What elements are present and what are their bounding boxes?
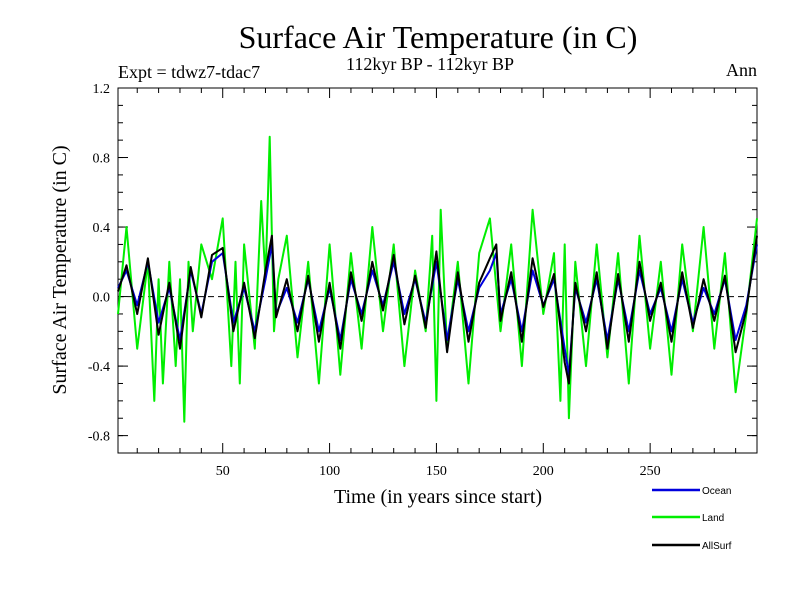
x-tick-label: 100 [319,464,340,479]
y-axis-label: Surface Air Temperature (in C) [49,145,71,394]
x-tick-label: 250 [640,464,661,479]
y-tick-label: 0.8 [93,152,111,167]
legend-land-label: Land [702,513,724,524]
y-tick-label: 0.0 [93,291,111,306]
chart-title: Surface Air Temperature (in C) [239,19,638,55]
experiment-label: Expt = tdwz7-tdac7 [118,62,260,82]
series-line-land [117,135,758,423]
legend-ocean-label: Ocean [702,486,731,497]
chart-subtitle: 112kyr BP - 112kyr BP [346,54,514,74]
y-axis-ticks: -0.8 -0.4 0.0 0.4 0.8 1.2 [88,82,757,454]
y-tick-label: -0.4 [88,360,110,375]
series-lines [117,135,758,423]
x-tick-label: 200 [533,464,554,479]
legend: Ocean Land AllSurf [652,486,732,552]
season-label: Ann [726,60,757,80]
legend-allsurf-label: AllSurf [702,541,732,552]
y-tick-label: 1.2 [93,82,111,97]
plot-frame [117,87,758,454]
y-tick-label: -0.8 [88,430,110,445]
x-axis-ticks: 50 100 150 200 250 [136,88,758,479]
y-tick-label: 0.4 [93,221,111,236]
x-tick-label: 50 [216,464,230,479]
x-tick-label: 150 [426,464,447,479]
series-line-allsurf [117,234,758,385]
x-axis-label: Time (in years since start) [334,486,542,508]
